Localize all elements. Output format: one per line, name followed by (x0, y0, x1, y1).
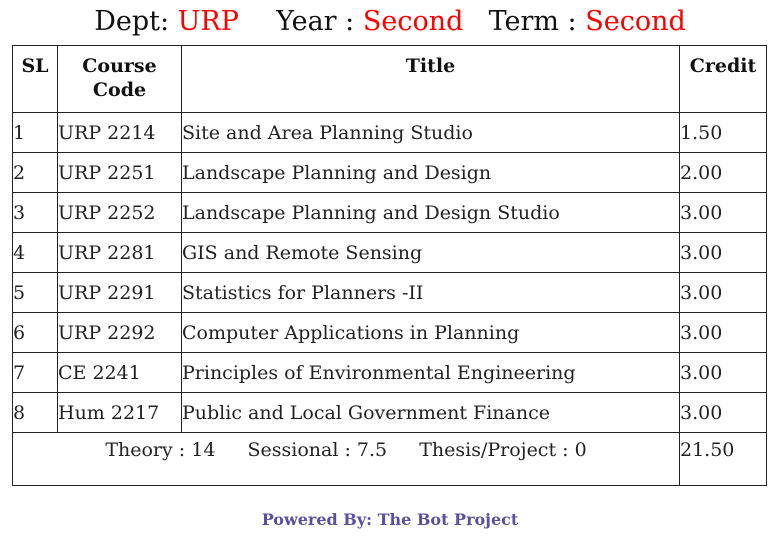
course-code-cell: URP 2214 (57, 112, 182, 153)
dept-label: Dept: (94, 6, 170, 37)
course-code-cell: URP 2281 (57, 232, 182, 273)
dept-value: URP (177, 6, 239, 37)
course-title-cell: Statistics for Planners -II (181, 272, 680, 313)
course-code-cell: URP 2252 (57, 192, 182, 233)
table-row: 5 URP 2291 Statistics for Planners -II 3… (12, 272, 767, 313)
sl-cell: 5 (12, 272, 58, 313)
sl-cell: 3 (12, 192, 58, 233)
course-code-cell: Hum 2217 (57, 392, 182, 433)
column-header-credit: Credit (679, 45, 767, 113)
credit-cell: 3.00 (679, 192, 767, 233)
table-row: 6 URP 2292 Computer Applications in Plan… (12, 312, 767, 353)
page-header: Dept: URP Year : Second Term : Second (0, 6, 780, 37)
credit-cell: 2.00 (679, 152, 767, 193)
table-row: 8 Hum 2217 Public and Local Government F… (12, 392, 767, 433)
course-title-cell: Computer Applications in Planning (181, 312, 680, 353)
credit-cell: 3.00 (679, 232, 767, 273)
term-label: Term : (488, 6, 577, 37)
course-title-cell: Landscape Planning and Design Studio (181, 192, 680, 233)
column-header-title: Title (181, 45, 680, 113)
course-code-cell: URP 2292 (57, 312, 182, 353)
powered-by-footer: Powered By: The Bot Project (261, 510, 519, 529)
sl-cell: 6 (12, 312, 58, 353)
table-row: 1 URP 2214 Site and Area Planning Studio… (12, 112, 767, 153)
table-row: 7 CE 2241 Principles of Environmental En… (12, 352, 767, 393)
course-title-cell: Landscape Planning and Design (181, 152, 680, 193)
column-header-course-code: Course Code (57, 45, 182, 113)
credit-cell: 3.00 (679, 352, 767, 393)
year-value: Second (362, 6, 464, 37)
total-credit: 21.50 (679, 432, 767, 486)
sl-cell: 1 (12, 112, 58, 153)
course-code-cell: CE 2241 (57, 352, 182, 393)
column-header-sl: SL (12, 45, 58, 113)
table-row: 4 URP 2281 GIS and Remote Sensing 3.00 (12, 232, 767, 273)
credit-breakdown: Theory : 14 Sessional : 7.5 Thesis/Proje… (12, 432, 680, 486)
sl-cell: 4 (12, 232, 58, 273)
course-title-cell: GIS and Remote Sensing (181, 232, 680, 273)
term-value: Second (585, 6, 686, 37)
credit-cell: 3.00 (679, 312, 767, 353)
course-code-cell: URP 2251 (57, 152, 182, 193)
sl-cell: 7 (12, 352, 58, 393)
table-row: 2 URP 2251 Landscape Planning and Design… (12, 152, 767, 193)
summary-row: Theory : 14 Sessional : 7.5 Thesis/Proje… (12, 432, 767, 486)
course-title-cell: Principles of Environmental Engineering (181, 352, 680, 393)
sl-cell: 2 (12, 152, 58, 193)
sessional-total: Sessional : 7.5 (247, 439, 388, 461)
course-code-cell: URP 2291 (57, 272, 182, 313)
thesis-total: Thesis/Project : 0 (419, 439, 587, 461)
theory-total: Theory : 14 (105, 439, 216, 461)
course-title-cell: Site and Area Planning Studio (181, 112, 680, 153)
course-title-cell: Public and Local Government Finance (181, 392, 680, 433)
credit-cell: 3.00 (679, 392, 767, 433)
sl-cell: 8 (12, 392, 58, 433)
course-table: SL Course Code Title Credit 1 URP 2214 Si… (12, 45, 767, 486)
credit-cell: 1.50 (679, 112, 767, 153)
table-row: 3 URP 2252 Landscape Planning and Design… (12, 192, 767, 233)
year-label: Year : (276, 6, 355, 37)
table-header-row: SL Course Code Title Credit (12, 45, 767, 113)
credit-cell: 3.00 (679, 272, 767, 313)
